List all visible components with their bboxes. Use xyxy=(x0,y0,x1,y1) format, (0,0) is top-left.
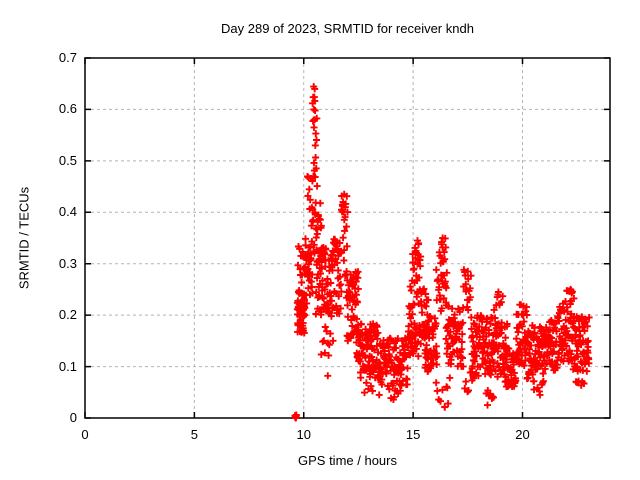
y-tick-label: 0.1 xyxy=(58,358,77,374)
y-tick-label: 0 xyxy=(69,410,77,425)
x-tick-label: 10 xyxy=(296,427,311,442)
x-tick-label: 15 xyxy=(405,427,421,442)
x-tick-label: 0 xyxy=(81,427,89,442)
chart-title: Day 289 of 2023, SRMTID for receiver knd… xyxy=(221,21,474,36)
x-tick-label: 20 xyxy=(515,427,530,442)
y-tick-label: 0.6 xyxy=(58,101,77,117)
y-tick-label: 0.2 xyxy=(58,307,77,323)
y-tick-label: 0.4 xyxy=(58,204,77,220)
y-tick-label: 0.7 xyxy=(58,50,77,65)
x-axis-label: GPS time / hours xyxy=(298,453,397,468)
scatter-points xyxy=(291,83,593,422)
y-axis-label: SRMTID / TECUs xyxy=(16,186,32,290)
y-tick-label: 0.5 xyxy=(58,152,77,168)
x-tick-label: 5 xyxy=(190,427,198,442)
y-tick-label: 0.3 xyxy=(58,255,77,271)
